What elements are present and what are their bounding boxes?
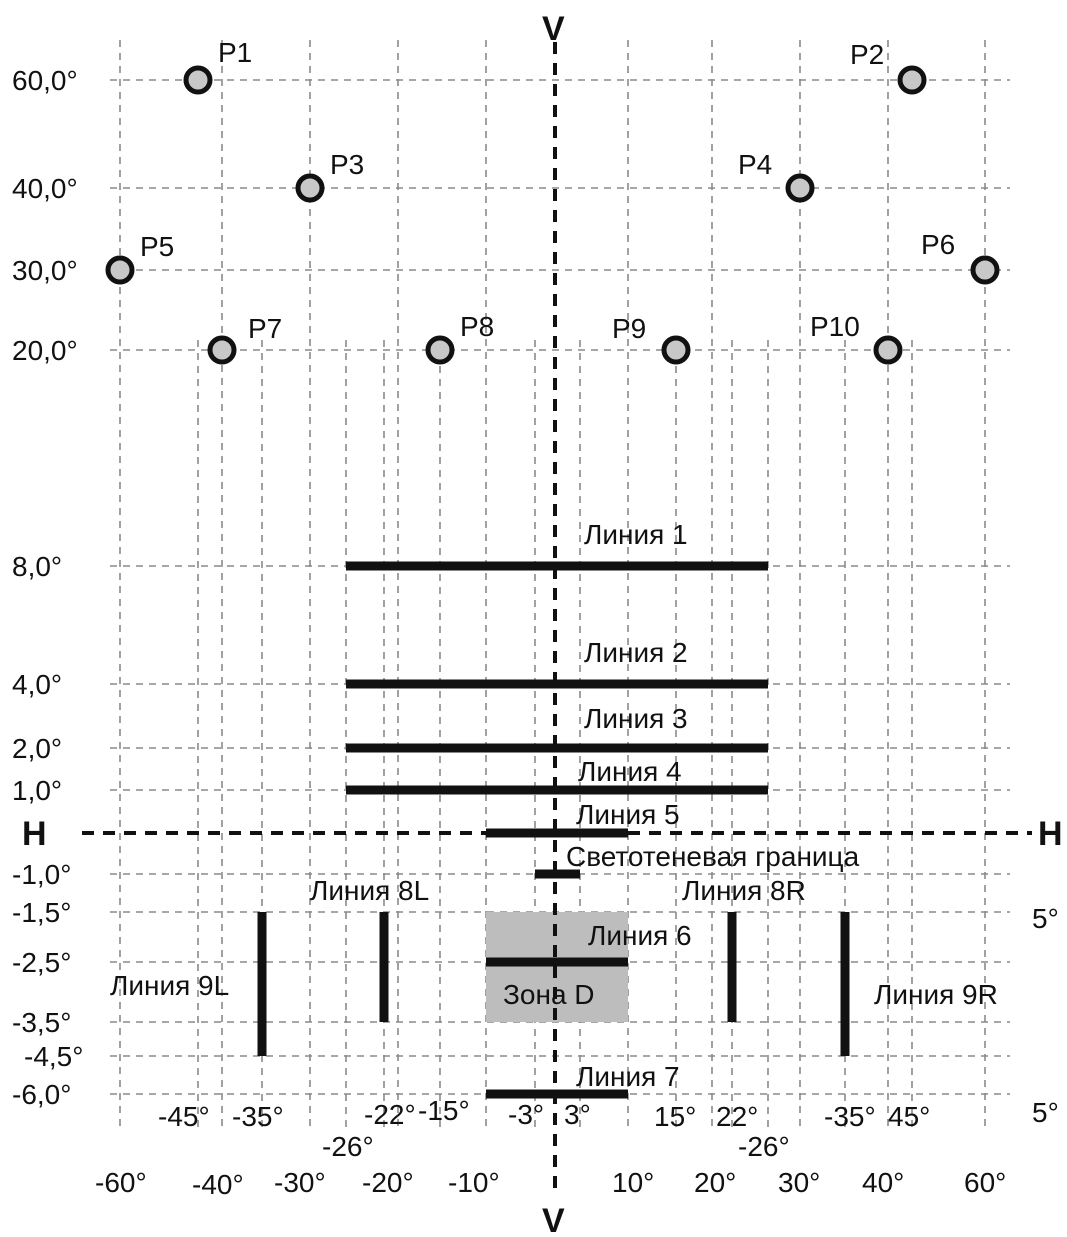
x-tick-label: 22° [716,1101,758,1132]
point-label: P1 [218,37,252,68]
x-tick-label: 30° [778,1167,820,1198]
point-label: P10 [810,311,860,342]
measurement-line-label: Линия 8R [682,875,806,906]
y-tick-label: 2,0° [12,733,62,764]
measurement-line-label: Линия 8L [310,875,429,906]
x-tick-label: -20° [362,1167,414,1198]
measurement-points [105,65,1000,365]
right-angle-label: 5° [1032,1097,1059,1128]
measurement-point [295,173,325,203]
measurement-line-label: Линия 9R [874,979,998,1010]
right-angle-label: 5° [1032,903,1059,934]
point-label: P9 [612,313,646,344]
x-tick-label: 15° [654,1101,696,1132]
measurement-lines [257,561,850,1099]
y-tick-label: -1,5° [12,897,71,928]
y-tick-label: 4,0° [12,669,62,700]
y-tick-label: 8,0° [12,551,62,582]
x-tick-label: -45° [158,1101,210,1132]
measurement-point [207,335,237,365]
y-tick-label: 40,0° [12,173,78,204]
measurement-point [661,335,691,365]
x-tick-label: -35° [232,1101,284,1132]
x-tick-label: 20° [694,1167,736,1198]
axes [82,42,1032,1190]
point-label: P7 [248,313,282,344]
measurement-line-label: Линия 4 [578,756,682,787]
measurement-line-label: Линия 2 [584,637,688,668]
x-tick-label: -35° [824,1101,876,1132]
measurement-point [785,173,815,203]
point-label: P5 [140,231,174,262]
horizontal-axis-left-label: H [22,815,47,853]
point-label: P3 [330,149,364,180]
x-tick-label: -40° [192,1169,244,1200]
x-tick-label: -26° [738,1131,790,1162]
labels: V V H H Линия 1 Линия 2 Линия 3 Линия 4 Линия 5 С… [12,10,1063,1237]
y-tick-label: -3,5° [12,1007,71,1038]
x-tick-label: -3° [508,1099,544,1130]
x-tick-label: -30° [274,1167,326,1198]
measurement-line-label: Линия 9L [110,970,229,1001]
measurement-line-label: Линия 6 [588,920,692,951]
measurement-point [425,335,455,365]
x-tick-label: 60° [964,1167,1006,1198]
vertical-axis-bottom-label: V [542,1202,565,1237]
y-tick-label: -1,0° [12,859,71,890]
measurement-line-label: Линия 1 [584,519,688,550]
x-tick-label: 3° [564,1099,591,1130]
measurement-point [105,255,135,285]
x-tick-label: -22° [364,1099,416,1130]
x-tick-label: 45° [888,1101,930,1132]
y-tick-label: -6,0° [12,1079,71,1110]
measurement-line-label: Линия 3 [584,703,688,734]
x-tick-label: 40° [862,1167,904,1198]
zone-d-label: Зона D [503,979,595,1010]
x-tick-label: 10° [612,1167,654,1198]
measurement-line-label: Линия 7 [576,1061,680,1092]
point-label: P6 [921,229,955,260]
y-tick-label: -4,5° [24,1041,83,1072]
measurement-point [970,255,1000,285]
point-label: P8 [460,311,494,342]
x-tick-label: -15° [418,1095,470,1126]
measurement-line-label: Линия 5 [576,799,680,830]
horizontal-axis-right-label: H [1038,815,1063,853]
x-tick-label: -26° [322,1131,374,1162]
y-tick-label: 20,0° [12,335,78,366]
y-tick-label: 30,0° [12,255,78,286]
measurement-line-label: Светотеневая граница [566,841,860,872]
x-tick-label: -10° [448,1167,500,1198]
y-tick-label: 60,0° [12,65,78,96]
measurement-point [897,65,927,95]
x-tick-label: -60° [95,1167,147,1198]
vertical-axis-top-label: V [542,10,565,48]
point-label: P2 [850,39,884,70]
y-tick-label: -2,5° [12,947,71,978]
y-tick-label: 1,0° [12,775,62,806]
measurement-point [873,335,903,365]
point-label: P4 [738,149,772,180]
measurement-point [183,65,213,95]
